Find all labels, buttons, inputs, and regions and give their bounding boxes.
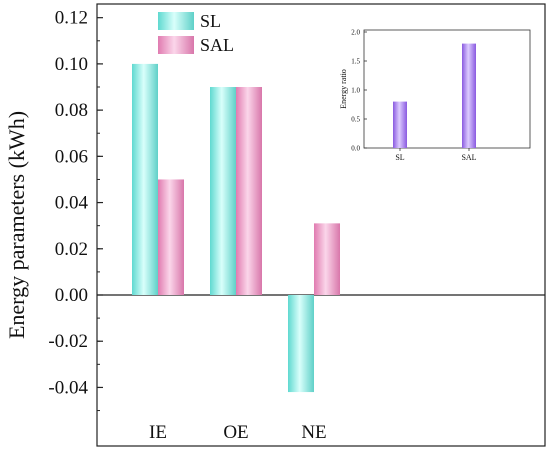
- inset-y-axis: 2.0 1.5 1.0 0.5 0.0: [351, 29, 367, 153]
- inset-bar-sl: [393, 101, 407, 148]
- inset-category-label: SL: [395, 153, 404, 162]
- y-axis-label: Energy parameters (kWh): [4, 111, 29, 339]
- bar-sal-oe: [236, 87, 262, 295]
- y-axis: 0.12 0.10 0.08 0.06 0.04 0.02 0.00 -0.02 -0.04: [48, 8, 103, 412]
- y-tick-label: -0.04: [48, 377, 88, 398]
- legend: SL SAL: [158, 11, 234, 55]
- inset-y-tick-label: 1.0: [351, 87, 360, 95]
- inset-bar-sal: [462, 43, 476, 148]
- inset-frame: [363, 29, 531, 149]
- category-label: IE: [149, 422, 167, 443]
- category-label: OE: [223, 422, 248, 443]
- y-tick-label: 0.10: [55, 54, 88, 75]
- bar-sl-oe: [210, 87, 236, 295]
- legend-swatch-sal: [158, 36, 194, 54]
- inset-bars: [393, 43, 476, 148]
- y-tick-label: 0.00: [55, 285, 88, 306]
- inset-y-axis-label: Energy ratio: [339, 69, 348, 109]
- inset-category-label: SAL: [461, 153, 476, 162]
- y-tick-label: 0.12: [55, 8, 88, 29]
- y-tick-label: 0.06: [55, 146, 88, 167]
- category-labels: IE OE NE: [149, 422, 327, 443]
- bar-sl-ie: [132, 63, 158, 296]
- category-label: NE: [301, 422, 326, 443]
- inset-category-labels: SL SAL: [395, 148, 477, 162]
- bar-sal-ne: [314, 223, 340, 295]
- bars: [132, 63, 340, 393]
- bar-sal-ie: [158, 179, 184, 295]
- legend-swatch-sl: [158, 12, 194, 30]
- inset-y-tick-label: 1.5: [351, 58, 360, 66]
- inset-y-tick-label: 0.5: [351, 116, 360, 124]
- plot-frame: [96, 3, 546, 447]
- inset-chart: 2.0 1.5 1.0 0.5 0.0 SL SAL Energy ratio: [339, 29, 531, 162]
- legend-label-sl: SL: [200, 11, 221, 31]
- y-tick-label: 0.08: [55, 100, 88, 121]
- bar-sl-ne: [288, 295, 314, 393]
- inset-y-tick-label: 2.0: [351, 29, 360, 37]
- legend-label-sal: SAL: [200, 35, 234, 55]
- y-tick-label: -0.02: [48, 331, 88, 352]
- y-tick-label: 0.04: [55, 193, 89, 214]
- inset-y-tick-label: 0.0: [351, 145, 360, 153]
- y-tick-label: 0.02: [55, 239, 88, 260]
